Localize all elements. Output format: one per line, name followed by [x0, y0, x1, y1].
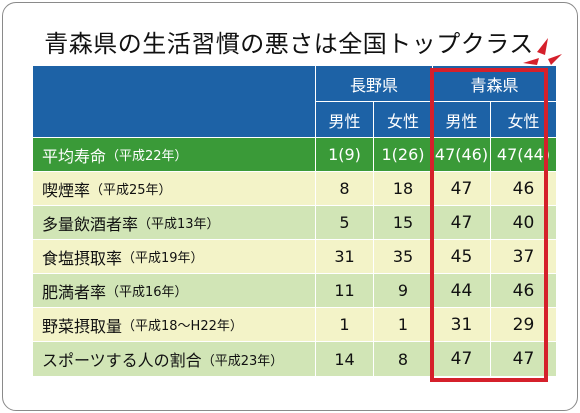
row-label: 喫煙率 （平成25年） [33, 172, 316, 206]
aomori-highlight-box [430, 68, 548, 382]
table-cell: 45 [433, 240, 491, 274]
table-cell: 5 [316, 206, 374, 240]
table-cell: 1 [316, 308, 374, 342]
table-cell: 31 [433, 308, 491, 342]
table-cell: 8 [374, 342, 433, 377]
gender-header-female: 女性 [374, 102, 433, 138]
table-cell: 15 [374, 206, 433, 240]
gender-header-male: 男性 [316, 102, 374, 138]
row-label: スポーツする人の割合 （平成23年） [33, 342, 316, 377]
gender-header-male: 男性 [433, 102, 491, 138]
table-cell: 31 [316, 240, 374, 274]
table-cell: 47(46) [433, 138, 491, 172]
table-cell: 14 [316, 342, 374, 377]
region-header-nagano: 長野県 [316, 66, 433, 102]
row-label: 平均寿命 （平成22年） [33, 138, 316, 172]
attention-burst-icon [523, 38, 562, 65]
table-cell: 9 [374, 274, 433, 308]
region-header-aomori: 青森県 [433, 66, 557, 102]
row-label: 食塩摂取率 （平成19年） [33, 240, 316, 274]
table-cell: 1 [374, 308, 433, 342]
table-cell: 47 [433, 206, 491, 240]
table-cell: 8 [316, 172, 374, 206]
table-cell: 11 [316, 274, 374, 308]
table-cell: 44 [433, 274, 491, 308]
header-corner [33, 66, 316, 138]
row-label: 多量飲酒者率 （平成13年） [33, 206, 316, 240]
table-cell: 1(9) [316, 138, 374, 172]
row-label: 肥満者率 （平成16年） [33, 274, 316, 308]
page-title: 青森県の生活習慣の悪さは全国トップクラス [44, 30, 534, 58]
table-cell: 18 [374, 172, 433, 206]
table-cell: 1(26) [374, 138, 433, 172]
table-cell: 47 [433, 342, 491, 377]
table-cell: 47 [433, 172, 491, 206]
table-cell: 35 [374, 240, 433, 274]
row-label: 野菜摂取量 （平成18〜H22年） [33, 308, 316, 342]
